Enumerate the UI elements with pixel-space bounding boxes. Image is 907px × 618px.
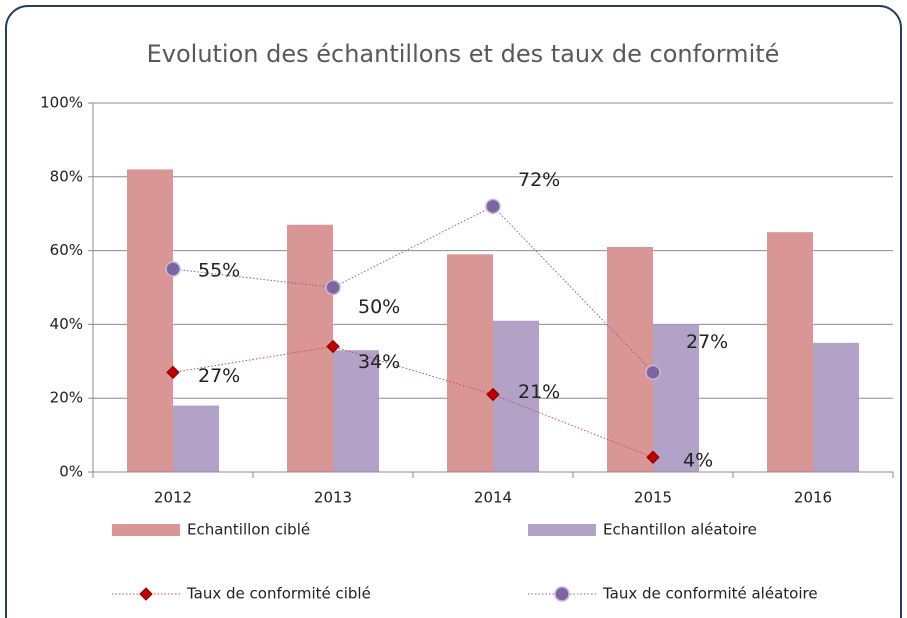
chart-title: Evolution des échantillons et des taux d… bbox=[147, 40, 780, 68]
line-marker bbox=[166, 365, 180, 380]
line-marker bbox=[325, 279, 341, 296]
bar bbox=[127, 169, 173, 473]
x-tick-label: 2016 bbox=[794, 489, 832, 507]
bar bbox=[173, 405, 219, 472]
data-label: 50% bbox=[358, 296, 400, 318]
bar bbox=[493, 320, 539, 472]
legend-label: Echantillon aléatoire bbox=[603, 521, 757, 539]
y-tick-label: 40% bbox=[50, 315, 83, 333]
line-marker bbox=[645, 364, 661, 381]
bar bbox=[813, 342, 859, 472]
bar bbox=[333, 350, 379, 472]
bar bbox=[607, 246, 653, 472]
data-label: 34% bbox=[358, 351, 400, 373]
line-marker bbox=[326, 339, 340, 354]
bar bbox=[447, 254, 493, 472]
bar bbox=[287, 224, 333, 472]
x-tick-label: 2013 bbox=[314, 489, 352, 507]
legend-label: Taux de conformité aléatoire bbox=[602, 585, 818, 603]
line-marker bbox=[485, 198, 501, 215]
data-label: 21% bbox=[518, 381, 560, 403]
x-tick-label: 2014 bbox=[474, 489, 512, 507]
y-tick-label: 80% bbox=[50, 167, 83, 185]
legend-label: Echantillon ciblé bbox=[187, 521, 310, 539]
data-label: 27% bbox=[686, 331, 728, 353]
data-label: 27% bbox=[198, 365, 240, 387]
x-tick-label: 2012 bbox=[154, 489, 192, 507]
y-tick-label: 0% bbox=[59, 463, 83, 481]
data-label: 55% bbox=[198, 260, 240, 282]
legend-swatch bbox=[112, 524, 180, 536]
data-label: 72% bbox=[518, 169, 560, 191]
line bbox=[172, 346, 654, 458]
y-tick-label: 100% bbox=[40, 94, 83, 112]
line-marker bbox=[486, 387, 500, 402]
legend-swatch bbox=[528, 524, 596, 536]
bar bbox=[767, 232, 813, 472]
data-label: 4% bbox=[683, 450, 713, 472]
legend-marker bbox=[554, 586, 570, 602]
line bbox=[172, 205, 654, 373]
bar bbox=[653, 324, 699, 472]
y-tick-label: 60% bbox=[50, 241, 83, 259]
x-tick-label: 2015 bbox=[634, 489, 672, 507]
line-marker bbox=[646, 450, 660, 464]
legend-label: Taux de conformité ciblé bbox=[186, 585, 371, 603]
legend-marker bbox=[139, 587, 153, 601]
line-marker bbox=[165, 261, 181, 277]
y-tick-label: 20% bbox=[50, 389, 83, 407]
